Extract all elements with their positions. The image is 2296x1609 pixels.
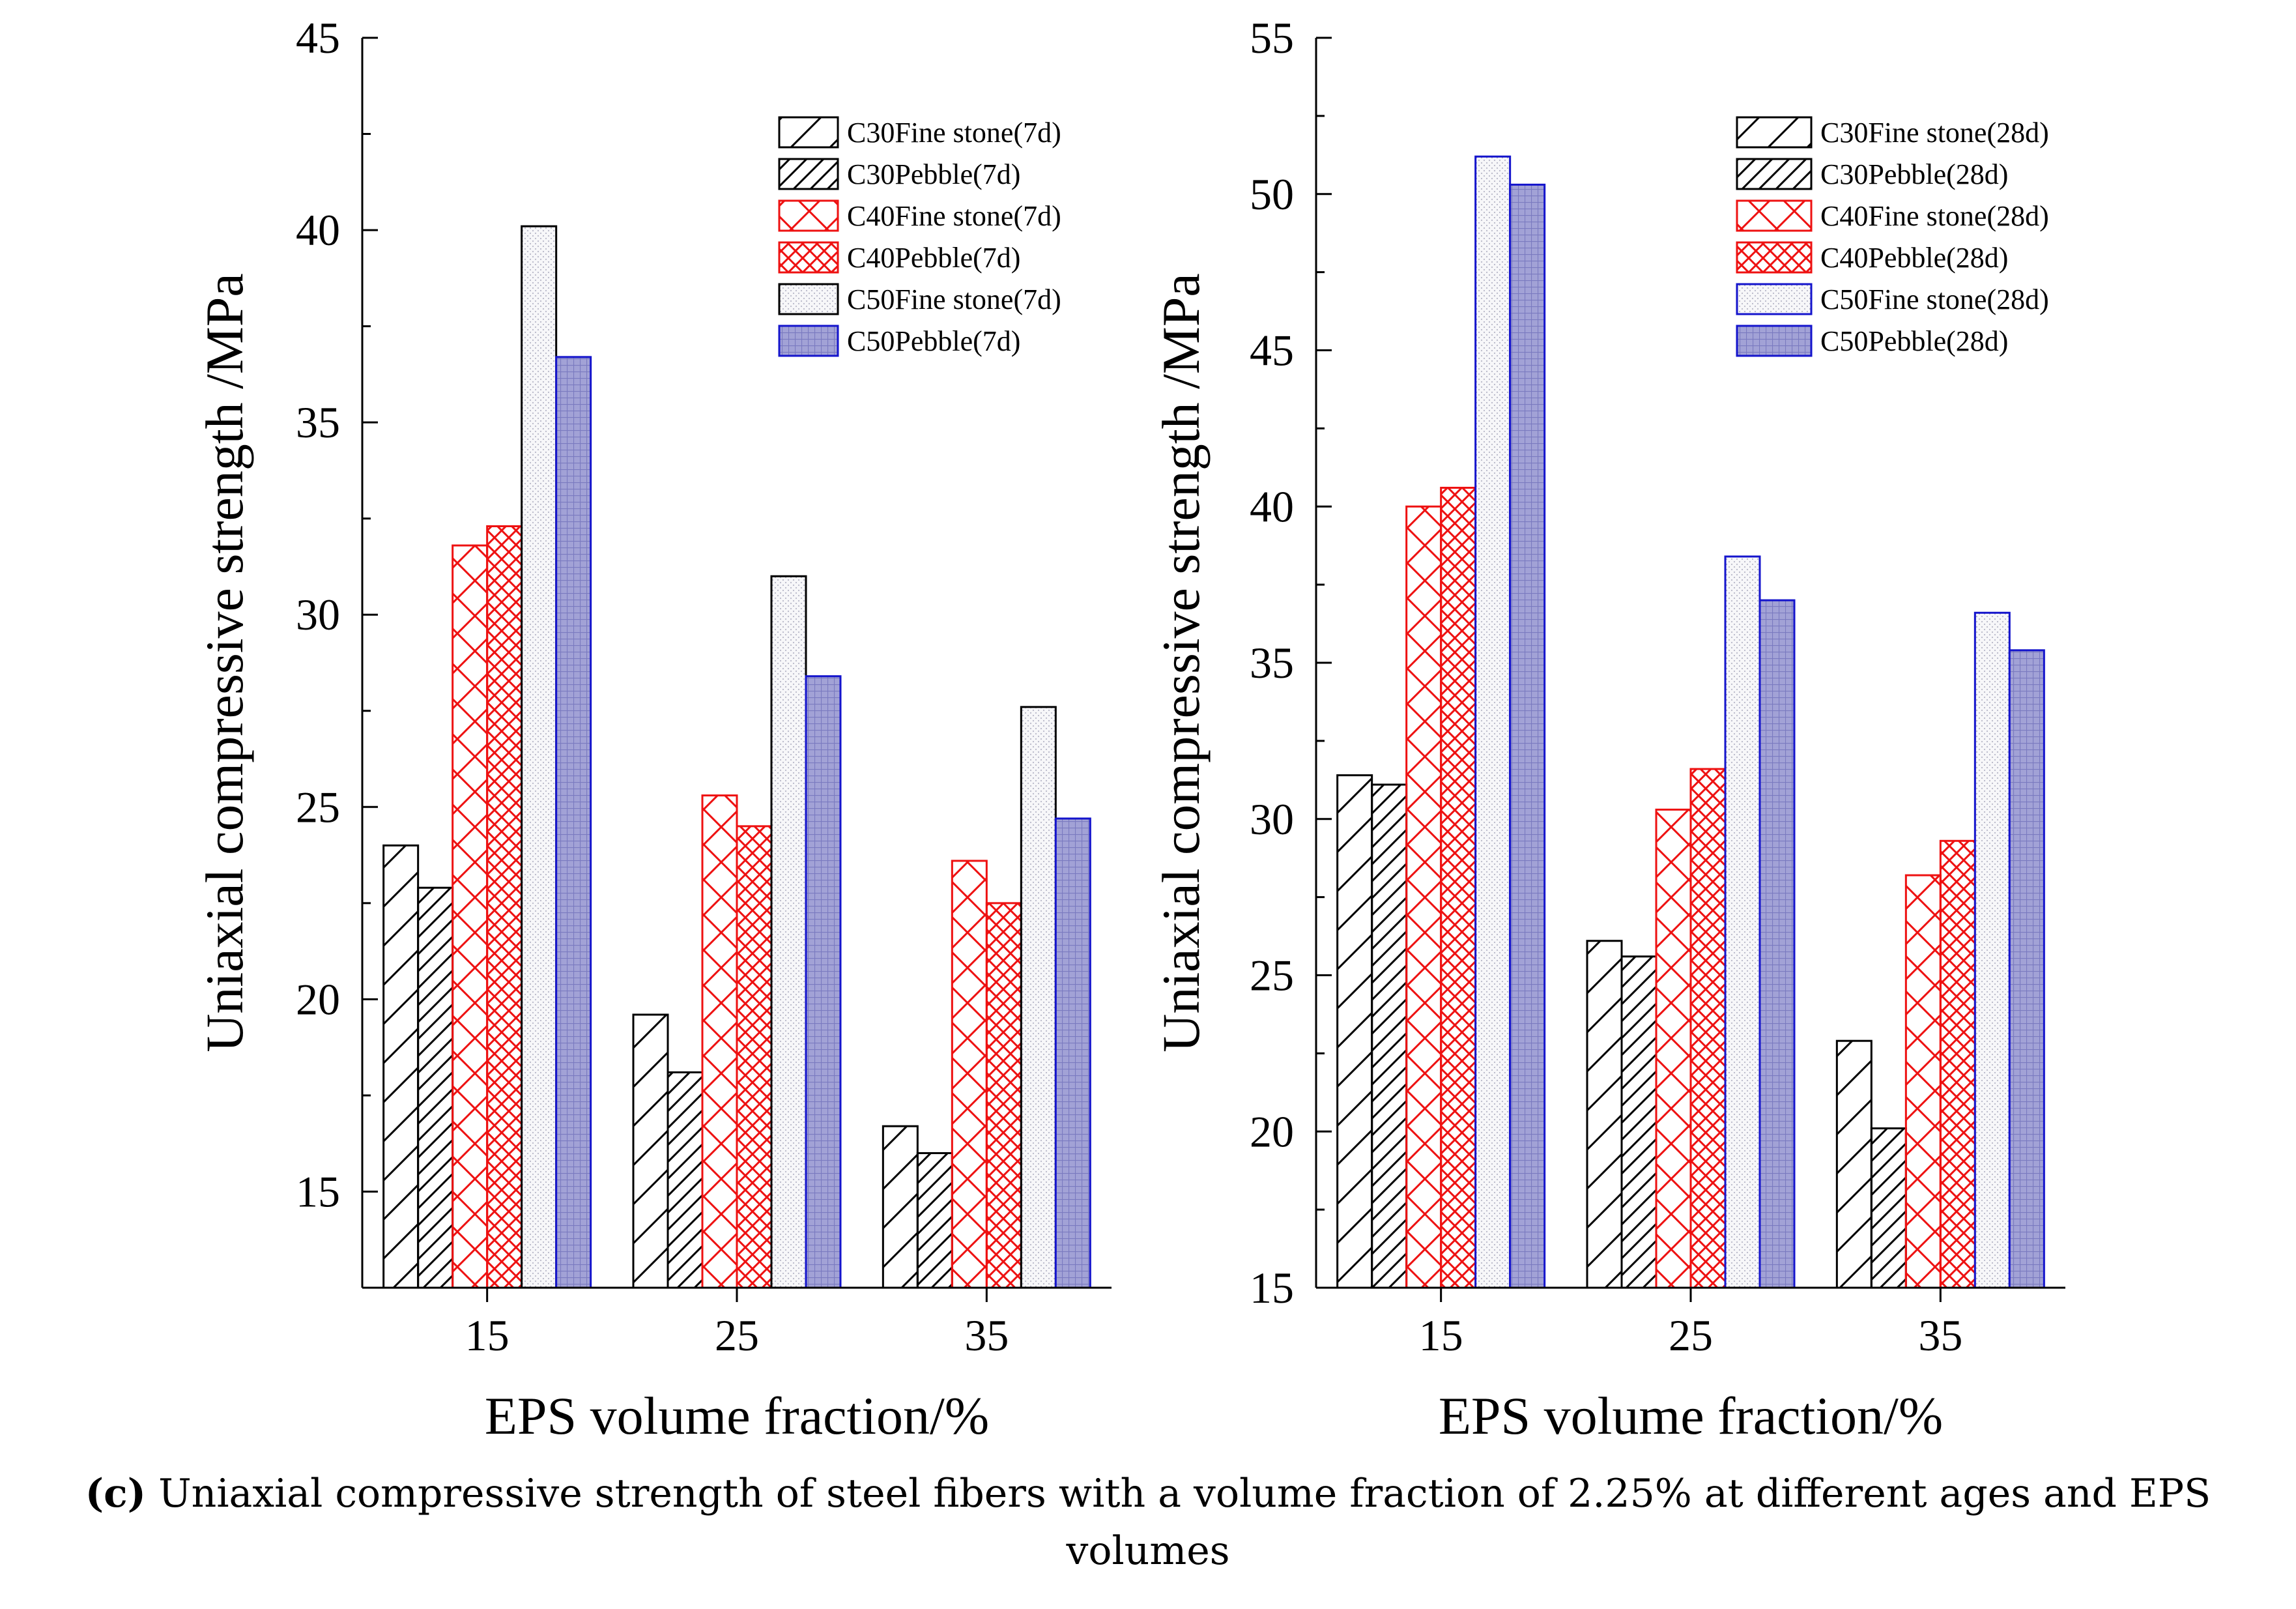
- bar-28d-s1-c1: [1620, 955, 1657, 1289]
- bar-7d-s1-c0: [417, 886, 454, 1289]
- bar-28d-s0-c1: [1586, 940, 1623, 1289]
- bar-7d-s2-c0: [452, 544, 489, 1289]
- bar-7d-s1-c1: [667, 1071, 704, 1289]
- chart-28d: 15 20 25 30 35 40 45 50 55 15 25 35 EPS volume fract…: [1151, 13, 2065, 1445]
- y-tick-label-7d: 35: [296, 398, 340, 447]
- bar-7d-s5-c2: [1054, 817, 1091, 1289]
- bar-7d-s3-c2: [985, 902, 1022, 1289]
- bar-28d-s1-c0: [1371, 783, 1408, 1289]
- legend-swatch-7d-s2: [778, 199, 839, 232]
- bar-28d-s2-c0: [1405, 505, 1442, 1289]
- legend-label-7d-s5: C50Pebble(7d): [847, 325, 1020, 357]
- y-tick-label-7d: 20: [296, 974, 340, 1024]
- chart-7d: 15 20 25 30 35 40 45 15 25 35 EPS volume fraction/…: [195, 13, 1112, 1445]
- legend-28d: C30Fine stone(28d) C30Pebble(28d) C40Fine …: [1736, 116, 2049, 357]
- bar-7d-s4-c2: [1020, 706, 1057, 1289]
- bar-7d-s5-c1: [805, 675, 842, 1289]
- y-tick-label-7d: 30: [296, 590, 340, 639]
- legend-label-28d-s0: C30Fine stone(28d): [1820, 117, 2049, 149]
- bar-28d-s5-c2: [2008, 649, 2045, 1289]
- bar-28d-s5-c0: [1509, 183, 1546, 1289]
- legend-label-7d-s0: C30Fine stone(7d): [847, 117, 1061, 149]
- legend-label-28d-s1: C30Pebble(28d): [1820, 158, 2008, 190]
- y-tick-label-28d: 20: [1250, 1107, 1294, 1156]
- legend-swatch-28d-s5: [1736, 325, 1813, 357]
- bar-7d-s4-c1: [770, 575, 807, 1289]
- caption-text: Uniaxial compressive strength of steel f…: [146, 1471, 2211, 1574]
- y-tick-label-28d: 25: [1250, 951, 1294, 1000]
- x-tick-label-28d: 25: [1669, 1311, 1713, 1360]
- y-tick-label-28d: 50: [1250, 169, 1294, 219]
- legend-swatch-28d-s4: [1736, 283, 1813, 315]
- x-tick-label-28d: 15: [1419, 1311, 1463, 1360]
- bar-28d-s4-c0: [1474, 155, 1512, 1289]
- y-tick-label-28d: 40: [1250, 482, 1294, 531]
- y-tick-label-7d: 25: [296, 782, 340, 832]
- bar-7d-s3-c0: [486, 525, 523, 1289]
- bar-28d-s4-c1: [1724, 555, 1761, 1289]
- legend-label-28d-s5: C50Pebble(28d): [1820, 325, 2008, 357]
- x-tick-label-7d: 25: [715, 1311, 759, 1360]
- legend-swatch-28d-s2: [1736, 199, 1813, 232]
- y-tick-label-7d: 40: [296, 205, 340, 255]
- bar-28d-s0-c2: [1835, 1039, 1873, 1289]
- bar-7d-s0-c2: [882, 1125, 919, 1289]
- bar-7d-s2-c2: [951, 860, 988, 1289]
- y-tick-label-28d: 15: [1250, 1263, 1294, 1312]
- y-tick-label-28d: 55: [1250, 13, 1294, 63]
- legend-swatch-7d-s5: [778, 325, 839, 357]
- x-axis-title-7d: EPS volume fraction/%: [485, 1386, 989, 1445]
- bar-28d-s0-c0: [1336, 774, 1373, 1289]
- bar-7d-s1-c2: [916, 1152, 953, 1289]
- bar-28d-s2-c1: [1655, 808, 1692, 1289]
- y-tick-label-28d: 30: [1250, 794, 1294, 844]
- bar-28d-s3-c1: [1689, 768, 1727, 1289]
- legend-label-7d-s2: C40Fine stone(7d): [847, 200, 1061, 232]
- y-axis-title-7d: Uniaxial compressive strength /MPa: [195, 273, 254, 1052]
- legend-7d: C30Fine stone(7d) C30Pebble(7d) C40Fine st…: [778, 116, 1061, 357]
- bar-7d-s3-c1: [736, 825, 773, 1289]
- legend-swatch-28d-s3: [1736, 241, 1813, 274]
- legend-swatch-28d-s1: [1736, 158, 1813, 190]
- bar-28d-s4-c2: [1973, 611, 2011, 1289]
- caption-label: c: [104, 1471, 128, 1516]
- y-tick-label-28d: 45: [1250, 326, 1294, 375]
- x-tick-label-7d: 35: [964, 1311, 1009, 1360]
- legend-label-7d-s4: C50Fine stone(7d): [847, 283, 1061, 315]
- legend-swatch-7d-s1: [778, 158, 839, 190]
- bar-7d-s0-c0: [382, 844, 420, 1289]
- bar-28d-s2-c2: [1904, 874, 1942, 1289]
- legend-swatch-7d-s0: [778, 116, 839, 149]
- legend-label-28d-s2: C40Fine stone(28d): [1820, 200, 2049, 232]
- y-tick-label-7d: 15: [296, 1167, 340, 1216]
- y-tick-label-28d: 35: [1250, 638, 1294, 688]
- bar-7d-s2-c1: [701, 794, 738, 1289]
- y-tick-label-7d: 45: [296, 13, 340, 63]
- x-tick-label-28d: 35: [1918, 1311, 1962, 1360]
- legend-swatch-28d-s0: [1736, 116, 1813, 149]
- bar-28d-s1-c2: [1870, 1127, 1907, 1289]
- bar-7d-s0-c1: [632, 1013, 669, 1289]
- legend-label-28d-s3: C40Pebble(28d): [1820, 242, 2008, 274]
- bar-7d-s5-c0: [555, 356, 592, 1289]
- legend-label-28d-s4: C50Fine stone(28d): [1820, 283, 2049, 315]
- legend-label-7d-s1: C30Pebble(7d): [847, 158, 1020, 190]
- bar-28d-s3-c0: [1440, 486, 1477, 1289]
- y-axis-title-28d: Uniaxial compressive strength /MPa: [1151, 273, 1211, 1052]
- bar-7d-s4-c0: [521, 225, 558, 1289]
- legend-swatch-7d-s3: [778, 241, 839, 274]
- bar-28d-s3-c2: [1939, 839, 1976, 1289]
- legend-label-7d-s3: C40Pebble(7d): [847, 242, 1020, 274]
- legend-swatch-7d-s4: [778, 283, 839, 315]
- x-tick-label-7d: 15: [465, 1311, 509, 1360]
- bar-28d-s5-c1: [1758, 599, 1796, 1289]
- figure-caption: (c) Uniaxial compressive strength of ste…: [85, 1471, 2211, 1574]
- x-axis-title-28d: EPS volume fraction/%: [1439, 1386, 1943, 1445]
